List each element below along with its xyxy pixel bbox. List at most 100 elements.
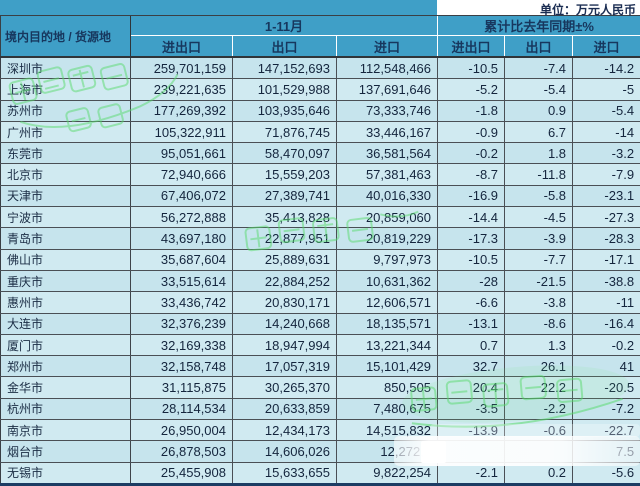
- value-cell: 22.2: [504, 376, 574, 399]
- value-cell: 10,631,362: [335, 269, 439, 293]
- value-cell: -22.7: [572, 419, 640, 442]
- table-row: 南京市 26,950,004 12,434,173 14,515,832 -13.9 -0…: [0, 419, 640, 442]
- value-cell: 26,878,503: [130, 440, 233, 463]
- value-cell: -14: [572, 120, 640, 144]
- value-cell: [437, 440, 506, 463]
- sub-header-import: 进口: [335, 35, 439, 58]
- value-cell: 14,606,026: [232, 440, 337, 463]
- value-cell: 17,057,319: [232, 355, 337, 378]
- value-cell: 73,333,746: [335, 99, 439, 122]
- value-cell: -28: [437, 269, 506, 293]
- table-row: 佛山市 35,687,604 25,889,631 9,797,973 -10.5 -7.…: [0, 248, 640, 271]
- value-cell: 35,687,604: [130, 248, 233, 271]
- value-cell: [504, 440, 574, 463]
- top-strip-blue-bar: [0, 0, 437, 15]
- value-cell: 1.3: [504, 333, 574, 357]
- sub-header-export-pct: 出口: [504, 35, 574, 58]
- group-header-yoy: 累计比去年同期±%: [437, 16, 640, 36]
- value-cell: 95,051,661: [130, 142, 233, 165]
- city-cell: 郑州市: [0, 355, 131, 378]
- value-cell: -7.9: [572, 163, 640, 186]
- value-cell: -10.5: [437, 56, 506, 80]
- value-cell: -3.8: [504, 291, 574, 314]
- value-cell: 31,115,875: [130, 376, 233, 399]
- value-cell: 32,169,338: [130, 333, 233, 357]
- value-cell: -38.8: [572, 269, 640, 293]
- value-cell: 850,505: [335, 376, 439, 399]
- value-cell: -5.2: [437, 78, 506, 101]
- value-cell: -10.5: [437, 248, 506, 271]
- value-cell: -5: [572, 78, 640, 101]
- table-row: 北京市 72,940,666 15,559,203 57,381,463 -8.7 -11…: [0, 163, 640, 186]
- city-cell: 佛山市: [0, 248, 131, 271]
- value-cell: 26.1: [504, 355, 574, 378]
- value-cell: 20,859,060: [335, 206, 439, 229]
- value-cell: 12,434,173: [232, 419, 337, 442]
- value-cell: 18,135,571: [335, 312, 439, 335]
- value-cell: 25,455,908: [130, 461, 233, 486]
- value-cell: 1.8: [504, 142, 574, 165]
- table-row: 东莞市 95,051,661 58,470,097 36,581,564 -0.2 1.8…: [0, 142, 640, 165]
- sub-header-export: 出口: [232, 35, 337, 58]
- value-cell: 72,940,666: [130, 163, 233, 186]
- value-cell: 0.9: [504, 99, 574, 122]
- city-cell: 上海市: [0, 78, 131, 101]
- city-cell: 苏州市: [0, 99, 131, 122]
- value-cell: -20.5: [572, 376, 640, 399]
- corner-header: 境内目的地 / 货源地: [0, 16, 131, 58]
- value-cell: 137,691,646: [335, 78, 439, 101]
- value-cell: -21.5: [504, 269, 574, 293]
- value-cell: -11: [572, 291, 640, 314]
- trade-data-table: 境内目的地 / 货源地 1-11月 累计比去年同期±% 进出口 出口 进口 进出…: [0, 16, 640, 486]
- table-row: 厦门市 32,169,338 18,947,994 13,221,344 0.7 1.3-…: [0, 333, 640, 357]
- city-cell: 金华市: [0, 376, 131, 399]
- value-cell: 15,633,655: [232, 461, 337, 486]
- city-cell: 大连市: [0, 312, 131, 335]
- value-cell: 7,480,675: [335, 397, 439, 421]
- value-cell: 6.7: [504, 120, 574, 144]
- table-row: 青岛市 43,697,180 22,877,951 20,819,229 -17.3 -3…: [0, 227, 640, 250]
- city-cell: 天津市: [0, 184, 131, 208]
- value-cell: -7.4: [504, 56, 574, 80]
- city-cell: 宁波市: [0, 206, 131, 229]
- value-cell: -13.9: [437, 419, 506, 442]
- value-cell: -5.6: [572, 461, 640, 486]
- city-cell: 烟台市: [0, 440, 131, 463]
- value-cell: -0.9: [437, 120, 506, 144]
- value-cell: 259,701,159: [130, 56, 233, 80]
- value-cell: 177,269,392: [130, 99, 233, 122]
- value-cell: -0.2: [572, 333, 640, 357]
- value-cell: 9,822,254: [335, 461, 439, 486]
- table-header: 境内目的地 / 货源地 1-11月 累计比去年同期±% 进出口 出口 进口 进出…: [0, 16, 640, 58]
- value-cell: 26,950,004: [130, 419, 233, 442]
- value-cell: 32,376,239: [130, 312, 233, 335]
- value-cell: -14.4: [437, 206, 506, 229]
- table-row: 深圳市 259,701,159 147,152,693 112,548,466 -10.…: [0, 56, 640, 80]
- value-cell: 12,272,4: [335, 440, 439, 463]
- value-cell: -13.1: [437, 312, 506, 335]
- value-cell: -8.6: [504, 312, 574, 335]
- value-cell: -3.5: [437, 397, 506, 421]
- value-cell: 13,221,344: [335, 333, 439, 357]
- value-cell: 33,436,742: [130, 291, 233, 314]
- value-cell: 18,947,994: [232, 333, 337, 357]
- value-cell: 101,529,988: [232, 78, 337, 101]
- value-cell: 20,633,859: [232, 397, 337, 421]
- group-header-period: 1-11月: [129, 16, 439, 36]
- unit-label: 单位：万元人民币: [539, 3, 636, 17]
- value-cell: 112,548,466: [335, 56, 439, 80]
- table-row: 广州市 105,322,911 71,876,745 33,446,167 -0.9 6.…: [0, 120, 640, 144]
- city-cell: 惠州市: [0, 291, 131, 314]
- value-cell: -2.2: [504, 397, 574, 421]
- value-cell: 32,158,748: [130, 355, 233, 378]
- value-cell: 14,240,668: [232, 312, 337, 335]
- value-cell: -5.8: [504, 184, 574, 208]
- value-cell: 9,797,973: [335, 248, 439, 271]
- city-cell: 青岛市: [0, 227, 131, 250]
- value-cell: 40,016,330: [335, 184, 439, 208]
- value-cell: -3.2: [572, 142, 640, 165]
- city-cell: 深圳市: [0, 56, 131, 80]
- city-cell: 杭州市: [0, 397, 131, 421]
- value-cell: -16.9: [437, 184, 506, 208]
- city-cell: 无锡市: [0, 461, 131, 486]
